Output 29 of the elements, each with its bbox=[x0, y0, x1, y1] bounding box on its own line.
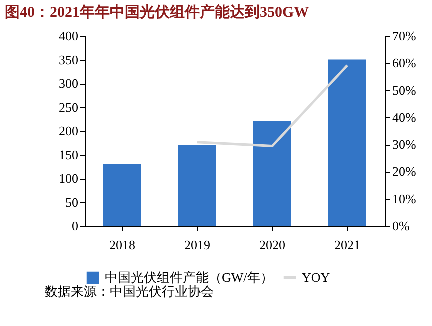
bar bbox=[178, 145, 216, 226]
y2-tick-label: 10% bbox=[392, 191, 416, 206]
chart-title: 图40：2021年年中国光伏组件产能达到350GW bbox=[5, 4, 310, 21]
x-tick-label: 2018 bbox=[110, 238, 136, 252]
x-tick-label: 2021 bbox=[334, 238, 360, 252]
y-tick-label: 50 bbox=[66, 194, 78, 210]
y2-tick-label: 40% bbox=[392, 110, 416, 125]
y-tick-label: 0 bbox=[72, 218, 78, 234]
legend-label: 中国光伏组件产能（GW/年） bbox=[105, 270, 274, 285]
y-tick-label: 200 bbox=[59, 124, 78, 138]
y-tick-label: 150 bbox=[59, 147, 78, 162]
x-tick-label: 2020 bbox=[260, 238, 286, 252]
y2-tick-label: 50% bbox=[392, 82, 416, 98]
y-tick-label: 100 bbox=[59, 171, 78, 186]
y-tick-label: 350 bbox=[59, 52, 78, 68]
x-tick-label: 2019 bbox=[184, 238, 210, 252]
y-tick-label: 400 bbox=[59, 28, 78, 44]
bar bbox=[328, 60, 366, 226]
source-note: 数据来源：中国光伏行业协会 bbox=[45, 284, 214, 299]
bar bbox=[104, 164, 142, 226]
y-tick-label: 250 bbox=[59, 100, 78, 115]
bar bbox=[254, 122, 292, 226]
legend-label: YOY bbox=[302, 270, 331, 285]
y2-tick-label: 0% bbox=[392, 218, 410, 234]
y-tick-label: 300 bbox=[59, 76, 78, 91]
y2-tick-label: 30% bbox=[392, 137, 416, 152]
y2-tick-label: 60% bbox=[392, 56, 416, 71]
y2-tick-label: 20% bbox=[392, 164, 416, 180]
y2-tick-label: 70% bbox=[392, 28, 416, 44]
